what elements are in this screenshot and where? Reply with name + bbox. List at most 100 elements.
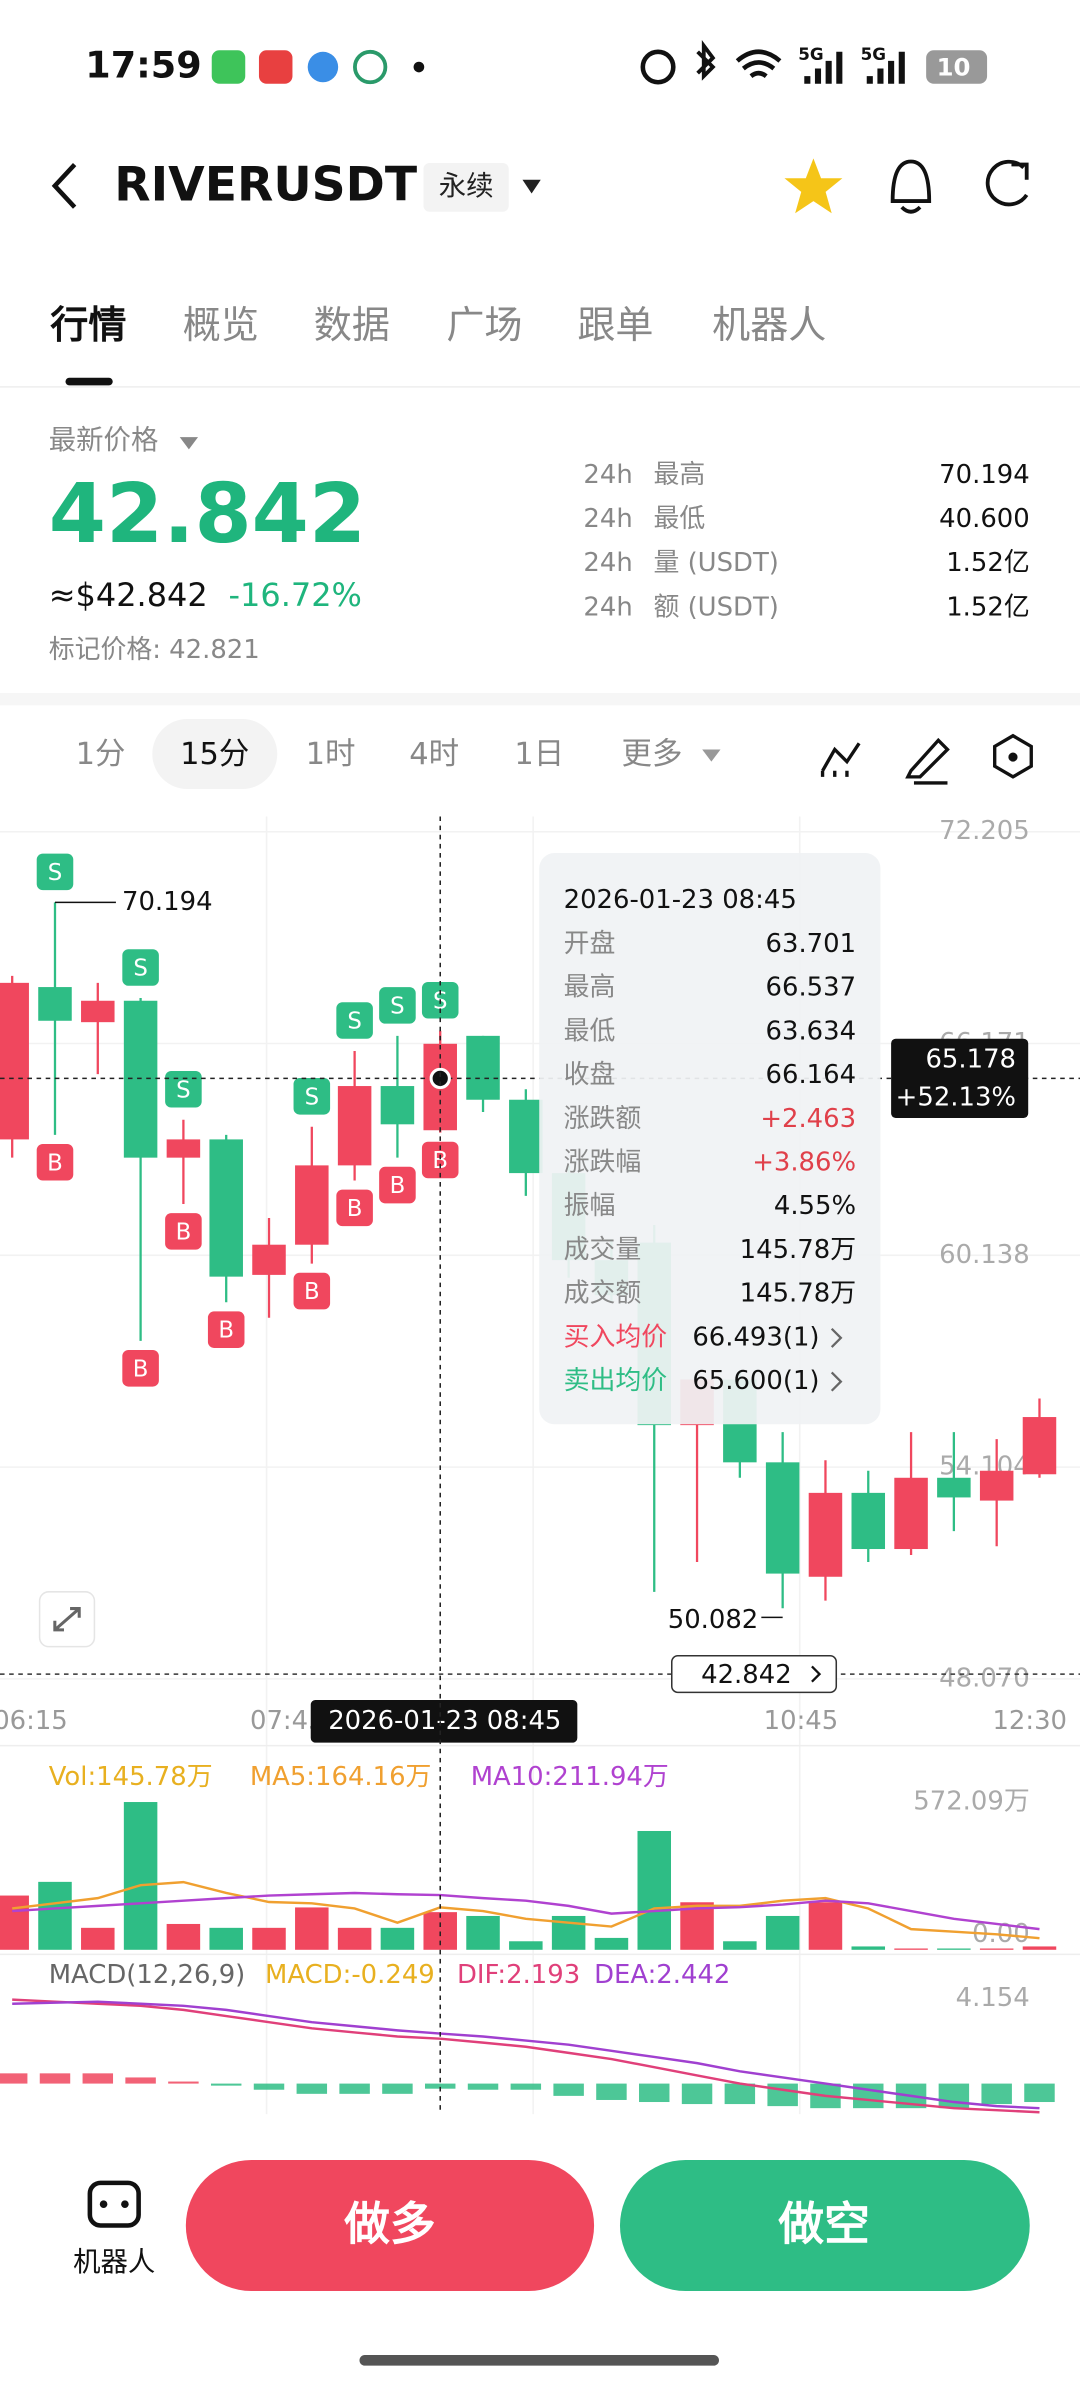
macd-bar [125, 2077, 156, 2084]
short-button[interactable] [619, 2160, 1030, 2292]
stat-value: 70.194 [939, 460, 1030, 490]
volume-bar [979, 1948, 1014, 1950]
tooltip-arrow[interactable] [830, 1371, 843, 1392]
draw-button[interactable] [905, 737, 950, 785]
wifi-icon [735, 49, 782, 79]
last-price-tag[interactable] [671, 1655, 838, 1694]
favorite-star[interactable] [784, 158, 843, 214]
contract-tag[interactable] [423, 162, 509, 212]
volume-bar [295, 1907, 329, 1950]
tooltip-arrow[interactable] [830, 1327, 843, 1348]
alarm-icon [640, 49, 676, 85]
tab[interactable]: 机器人 [712, 303, 826, 347]
latest-price-label: 最新价格 [49, 425, 159, 456]
stat-period: 24h [583, 592, 632, 622]
tooltip-box [539, 853, 881, 1425]
macd-bar [724, 2083, 756, 2105]
timeframe[interactable]: 15分 [180, 737, 249, 772]
short-button-label[interactable]: 做空 [777, 2198, 869, 2251]
candle-body [337, 1086, 372, 1166]
alert-bell[interactable] [890, 159, 932, 214]
macd-bar [424, 2083, 456, 2089]
volume-bar [380, 1927, 415, 1950]
buy-marker-label: B [390, 1173, 406, 1199]
low-label: 50.082 [668, 1605, 759, 1635]
timeframe[interactable]: 1日 [514, 737, 564, 772]
tab[interactable]: 广场 [446, 303, 522, 347]
app-icon [353, 49, 388, 85]
dropdown-arrow[interactable] [702, 749, 721, 762]
tooltip-label: 收盘 [564, 1060, 616, 1090]
candle-body [937, 1477, 971, 1498]
volume-bar [166, 1923, 201, 1950]
sell-marker [122, 949, 159, 986]
macd-bar [296, 2083, 328, 2094]
tooltip-label: 振幅 [564, 1191, 616, 1221]
ma10-line [12, 1891, 1040, 1931]
stat-label: 额 (USDT) [653, 592, 778, 622]
tooltip-label: 卖出均价 [564, 1366, 668, 1396]
tab[interactable]: 跟单 [577, 303, 653, 347]
candle-body [765, 1462, 800, 1574]
dropdown-arrow[interactable] [522, 179, 541, 194]
long-button[interactable] [185, 2160, 595, 2292]
robot-label[interactable]: 机器人 [73, 2247, 155, 2278]
tab[interactable]: 行情 [50, 303, 126, 347]
robot-icon[interactable] [87, 2180, 141, 2228]
stat-value: 40.600 [939, 504, 1030, 534]
app-icon [307, 51, 339, 83]
sell-marker [379, 987, 416, 1024]
robot-eye [99, 2200, 108, 2208]
stat-period: 24h [583, 548, 632, 578]
stat-value: 1.52亿 [946, 592, 1030, 622]
x-tick-label: 12:30 [992, 1706, 1067, 1736]
candle-body [209, 1139, 243, 1277]
tooltip-value: 145.78万 [740, 1235, 856, 1265]
volume-bar [594, 1937, 629, 1950]
macd-bar [168, 2081, 199, 2084]
signal-icon [866, 51, 905, 84]
volume-bar [894, 1948, 928, 1950]
macd-bar [938, 2083, 970, 2109]
stat-period: 24h [583, 460, 632, 490]
candle-body [1022, 1417, 1057, 1475]
timeframe[interactable]: 4时 [409, 737, 459, 772]
tab[interactable]: 概览 [183, 303, 259, 347]
indicator-button[interactable] [820, 742, 861, 777]
crosshair-time-tag [310, 1699, 578, 1743]
buy-marker-label: B [176, 1219, 192, 1245]
volume-bar [466, 1915, 500, 1950]
ma5-label: MA5:164.16万 [250, 1762, 432, 1792]
timeframe[interactable]: 更多 [621, 737, 682, 772]
buy-marker [379, 1166, 416, 1204]
timeframe[interactable]: 1时 [306, 737, 356, 772]
settings-button[interactable] [993, 733, 1033, 779]
section-gap [0, 693, 1080, 706]
macd-bar [553, 2083, 584, 2096]
tooltip-label: 涨跌幅 [564, 1148, 642, 1178]
tooltip-label: 最高 [564, 973, 616, 1003]
share-button[interactable] [985, 159, 1029, 207]
timeframe-bar: 1分 15分 1时 4时 1日 更多 [76, 737, 721, 772]
tooltip-value: 65.600(1) [692, 1366, 819, 1396]
candle-body [380, 1086, 415, 1125]
buy-marker [36, 1143, 74, 1181]
dif-line [12, 1998, 1040, 2114]
dea-line [12, 2000, 1040, 2110]
tab[interactable]: 数据 [314, 303, 390, 347]
timeframe[interactable]: 1分 [76, 737, 126, 772]
buy-marker [165, 1213, 202, 1250]
stat-label: 最高 [653, 460, 705, 490]
candle-body [123, 1000, 158, 1158]
sell-marker-label: S [390, 993, 405, 1019]
buy-marker-label: B [133, 1356, 149, 1382]
macd-bar [339, 2083, 370, 2094]
back-button[interactable] [51, 162, 77, 209]
stats-table: 24h 最高 70.194 24h 最低 40.600 24h 量 (USDT) 1.52亿 24… [583, 460, 1029, 623]
status-time: 17:59 [85, 44, 201, 87]
mark-price: 标记价格: 42.821 [49, 635, 260, 665]
dropdown-arrow[interactable] [179, 437, 199, 450]
tab-indicator [65, 377, 113, 386]
long-button-label[interactable]: 做多 [343, 2198, 435, 2251]
